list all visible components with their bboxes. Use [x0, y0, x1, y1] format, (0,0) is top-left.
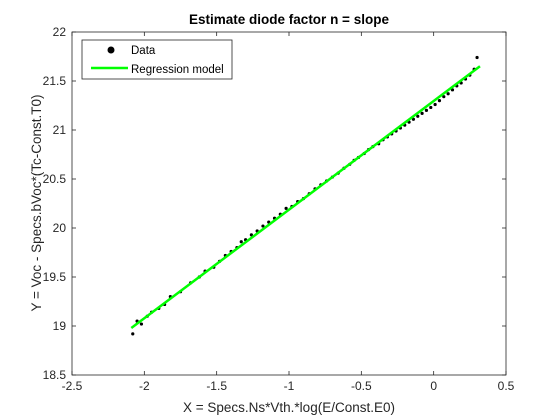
- x-tick-label: -2: [139, 379, 150, 393]
- chart-title: Estimate diode factor n = slope: [189, 12, 389, 27]
- regression-line: [130, 65, 481, 329]
- x-tick-label: -0.5: [351, 379, 372, 393]
- x-axis-label: X = Specs.Ns*Vth.*log(E/Const.E0): [183, 400, 395, 415]
- x-tick-label: 0.5: [498, 379, 515, 393]
- x-tick-label: -2.5: [62, 379, 83, 393]
- y-tick-label: 21: [53, 123, 67, 137]
- y-tick-label: 22: [53, 25, 67, 39]
- legend-data-label: Data: [131, 45, 156, 57]
- data-point: [442, 95, 446, 99]
- legend-data-marker: [107, 46, 115, 54]
- x-tick-label: -1.5: [206, 379, 227, 393]
- data-point: [261, 224, 265, 228]
- legend-box: [81, 39, 233, 80]
- y-tick-label: 18.5: [43, 368, 67, 382]
- y-tick-label: 19.5: [43, 270, 67, 284]
- data-point: [475, 55, 479, 60]
- x-tick-labels: -2.5 -2 -1.5 -1 -0.5 0 0.5: [62, 379, 515, 393]
- y-tick-label: 20: [53, 221, 67, 235]
- legend-regression-label: Regression model: [131, 64, 224, 76]
- data-point: [239, 240, 243, 244]
- data-point: [249, 233, 253, 237]
- data-point: [139, 322, 144, 326]
- data-point: [131, 332, 135, 336]
- data-point: [416, 114, 420, 118]
- x-tick-label: -1: [284, 379, 295, 393]
- data-point: [446, 92, 450, 96]
- data-point: [433, 102, 437, 107]
- y-axis-label: Y = Voc - Specs.bVoc*(Tc-Const.T0): [29, 95, 44, 312]
- regression-line-layer: [130, 65, 481, 329]
- y-tick-label: 19: [53, 319, 67, 333]
- y-tick-label: 21.5: [43, 74, 67, 88]
- y-tick-label: 20.5: [43, 172, 67, 186]
- data-point: [424, 108, 429, 112]
- axis-ticks: [71, 31, 507, 376]
- data-point: [437, 99, 442, 103]
- plot-area: [71, 31, 507, 376]
- data-point: [429, 105, 433, 110]
- data-point: [411, 117, 416, 121]
- data-point: [284, 206, 288, 210]
- data-point: [420, 111, 424, 115]
- x-tick-label: 0: [430, 379, 437, 393]
- legend: Data Regression model: [81, 39, 233, 80]
- y-tick-labels: 18.5 19 19.5 20 20.5 21 21.5 22: [43, 25, 67, 382]
